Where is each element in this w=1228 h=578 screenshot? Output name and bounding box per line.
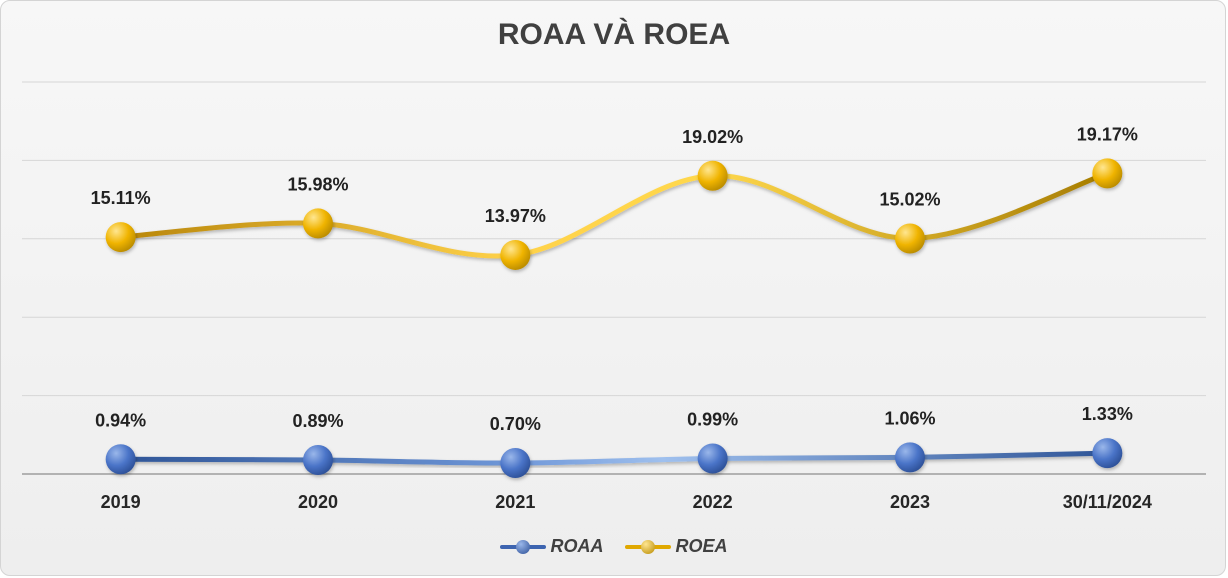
data-label-roea: 19.17% xyxy=(1077,124,1138,144)
x-tick-label: 2023 xyxy=(890,492,930,512)
data-point-roaa[interactable] xyxy=(500,448,531,479)
data-label-roaa: 0.99% xyxy=(687,409,738,429)
data-point-roaa[interactable] xyxy=(697,443,728,474)
chart-legend: ROAA ROEA xyxy=(0,536,1228,557)
legend-label-roaa: ROAA xyxy=(550,536,604,556)
data-label-roaa: 1.33% xyxy=(1082,404,1133,424)
data-label-roea: 15.02% xyxy=(879,189,940,209)
data-label-roea: 15.98% xyxy=(287,174,348,194)
series-line-roea xyxy=(118,170,1110,259)
x-tick-label: 2020 xyxy=(298,492,338,512)
data-label-roea: 15.11% xyxy=(91,188,151,208)
data-point-roea[interactable] xyxy=(105,222,136,253)
data-point-roaa[interactable] xyxy=(105,444,136,475)
legend-label-roea: ROEA xyxy=(675,536,728,556)
legend-item-roea[interactable]: ROEA xyxy=(625,536,728,557)
data-label-roaa: 0.70% xyxy=(490,414,541,434)
data-label-roaa: 0.94% xyxy=(95,410,146,430)
x-tick-label: 2022 xyxy=(693,492,733,512)
legend-item-roaa[interactable]: ROAA xyxy=(500,536,603,557)
data-point-roea[interactable] xyxy=(697,160,728,191)
data-point-roea[interactable] xyxy=(895,223,925,254)
legend-swatch-roea xyxy=(625,539,672,554)
data-point-roaa[interactable] xyxy=(1092,438,1123,469)
data-label-roea: 19.02% xyxy=(682,127,743,147)
data-label-roea: 13.97% xyxy=(485,206,546,226)
x-tick-label: 30/11/2024 xyxy=(1063,492,1152,512)
data-point-roea[interactable] xyxy=(1092,158,1123,189)
x-tick-label: 2021 xyxy=(495,492,535,512)
legend-swatch-roaa xyxy=(500,539,547,554)
data-point-roea[interactable] xyxy=(500,239,531,270)
data-point-roea[interactable] xyxy=(303,208,333,239)
x-tick-label: 2019 xyxy=(101,492,141,512)
data-label-roaa: 0.89% xyxy=(292,411,343,431)
data-point-roaa[interactable] xyxy=(895,442,925,473)
data-point-roaa[interactable] xyxy=(303,445,333,476)
chart-title: ROAA VÀ ROEA xyxy=(497,18,731,51)
data-label-roaa: 1.06% xyxy=(884,408,935,428)
series-line-roaa xyxy=(118,450,1110,466)
